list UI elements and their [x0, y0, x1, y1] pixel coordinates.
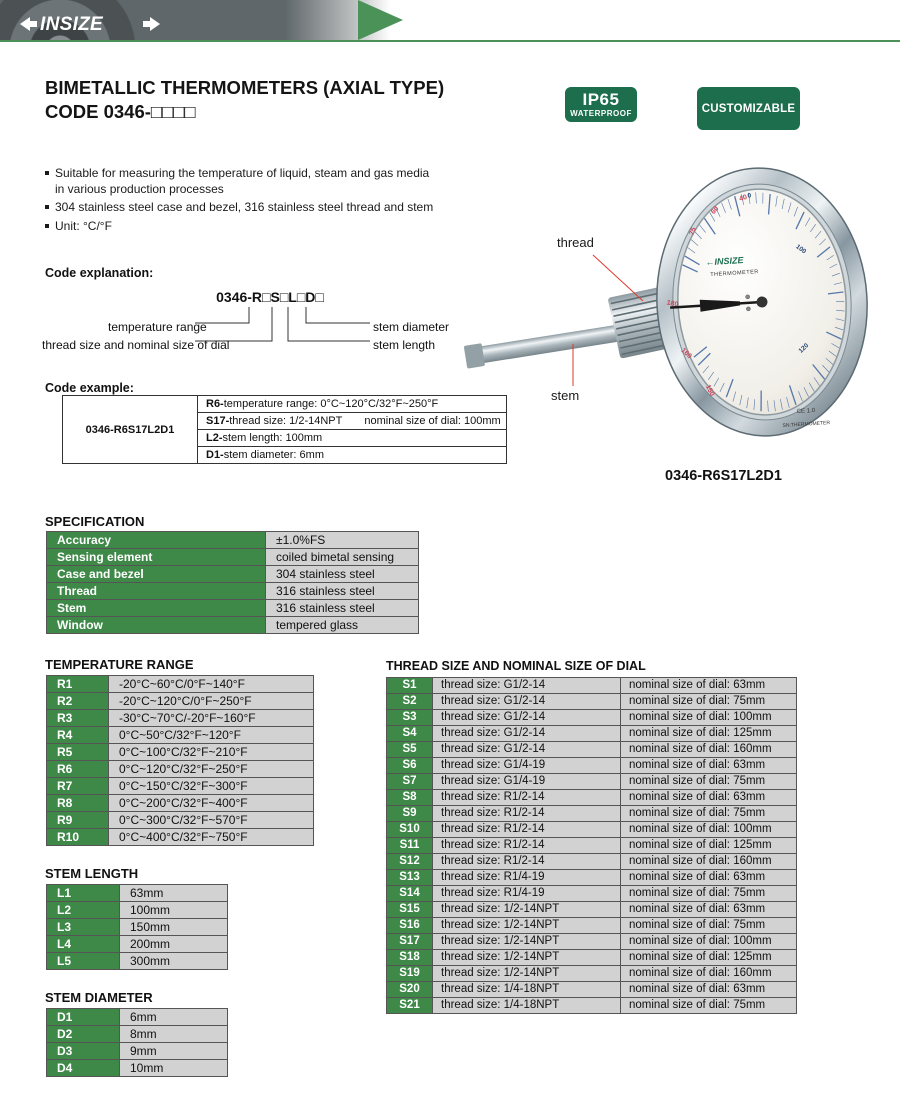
- svg-text:CE 1.0: CE 1.0: [797, 408, 816, 415]
- svg-text:INSIZE: INSIZE: [40, 14, 104, 35]
